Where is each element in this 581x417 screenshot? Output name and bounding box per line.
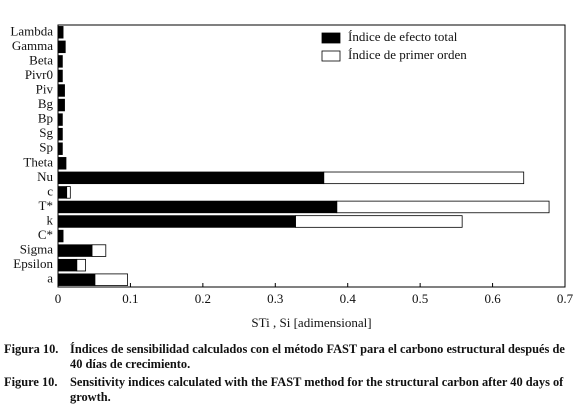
y-tick-label: Sg	[39, 125, 53, 140]
x-tick-label: 0.4	[340, 291, 357, 306]
legend-label: Índice de efecto total	[348, 29, 458, 44]
bar-segment	[57, 171, 325, 185]
x-axis-label: STi , Si [adimensional]	[251, 315, 371, 330]
caption-label: Figure 10.	[4, 375, 58, 389]
bar-segment	[57, 273, 96, 286]
plot-frame	[57, 24, 566, 288]
bar-segment	[91, 244, 107, 257]
bar-segment	[57, 127, 63, 141]
x-tick-label: 0	[55, 291, 62, 306]
bar-segment	[57, 186, 68, 199]
x-tick-label: 0.5	[412, 291, 428, 306]
bar-segment	[57, 69, 63, 83]
captions: Figura 10. Índices de sensibilidad calcul…	[4, 342, 578, 408]
y-tick-label: Lambda	[10, 23, 53, 38]
y-tick-label: c	[47, 183, 53, 198]
y-tick-label: Nu	[37, 169, 53, 184]
bar-segment	[57, 258, 78, 272]
bar-segment	[76, 258, 86, 272]
x-tick-label: 0.7	[557, 291, 574, 306]
bar-segment	[57, 40, 66, 54]
x-tick-label: 0.3	[267, 291, 283, 306]
y-tick-label: Sigma	[20, 242, 53, 257]
bar-segment	[57, 84, 65, 97]
y-tick-label: Bg	[38, 96, 54, 111]
bar-segment	[57, 113, 63, 126]
bar-segment	[57, 98, 65, 112]
chart: 0 0.1 0.2 0.3 0.4 0.5 0.6 0.7 STi , Si [adimensi…	[10, 23, 574, 330]
bar-segment	[57, 157, 67, 170]
y-tick-label: C*	[38, 227, 53, 242]
y-tick-label: Epsilon	[13, 256, 53, 271]
bar-segment	[94, 273, 128, 286]
x-tick-label: 0.1	[122, 291, 138, 306]
bar-segment	[323, 171, 525, 185]
caption-text: Índices de sensibilidad calculados con e…	[70, 342, 565, 371]
y-tick-label: Piv	[36, 81, 54, 96]
caption: Figure 10. Sensitivity indices calculated…	[4, 375, 578, 405]
bar-segment	[66, 186, 71, 199]
y-tick-label: k	[47, 212, 54, 227]
y-tick-label: T*	[39, 198, 53, 213]
bar-segment	[57, 200, 338, 214]
y-tick-label: Sp	[39, 140, 53, 155]
bar-segment	[57, 244, 93, 257]
y-tick-label: Pivr0	[25, 67, 53, 82]
x-tick-label: 0.2	[195, 291, 211, 306]
y-tick-label: Beta	[29, 52, 53, 67]
y-tick-label: Bp	[38, 111, 53, 126]
bar-segment	[57, 26, 64, 39]
bar-segment	[57, 215, 296, 228]
caption-text: Sensitivity indices calculated with the …	[70, 375, 564, 404]
x-tick-label: 0.6	[484, 291, 501, 306]
bar-segment	[295, 215, 463, 228]
bar-segment	[57, 229, 64, 243]
legend-swatch	[321, 32, 341, 44]
bar-segment	[57, 55, 63, 68]
bar-segment	[57, 142, 63, 155]
legend-label: Índice de primer orden	[348, 47, 467, 62]
y-tick-label: Gamma	[12, 38, 53, 53]
y-tick-label: a	[47, 271, 53, 286]
bar-segment	[336, 200, 550, 214]
y-tick-label: Theta	[23, 154, 53, 169]
caption-label: Figura 10.	[4, 342, 59, 356]
caption: Figura 10. Índices de sensibilidad calcul…	[4, 342, 578, 372]
legend-swatch	[321, 50, 341, 62]
